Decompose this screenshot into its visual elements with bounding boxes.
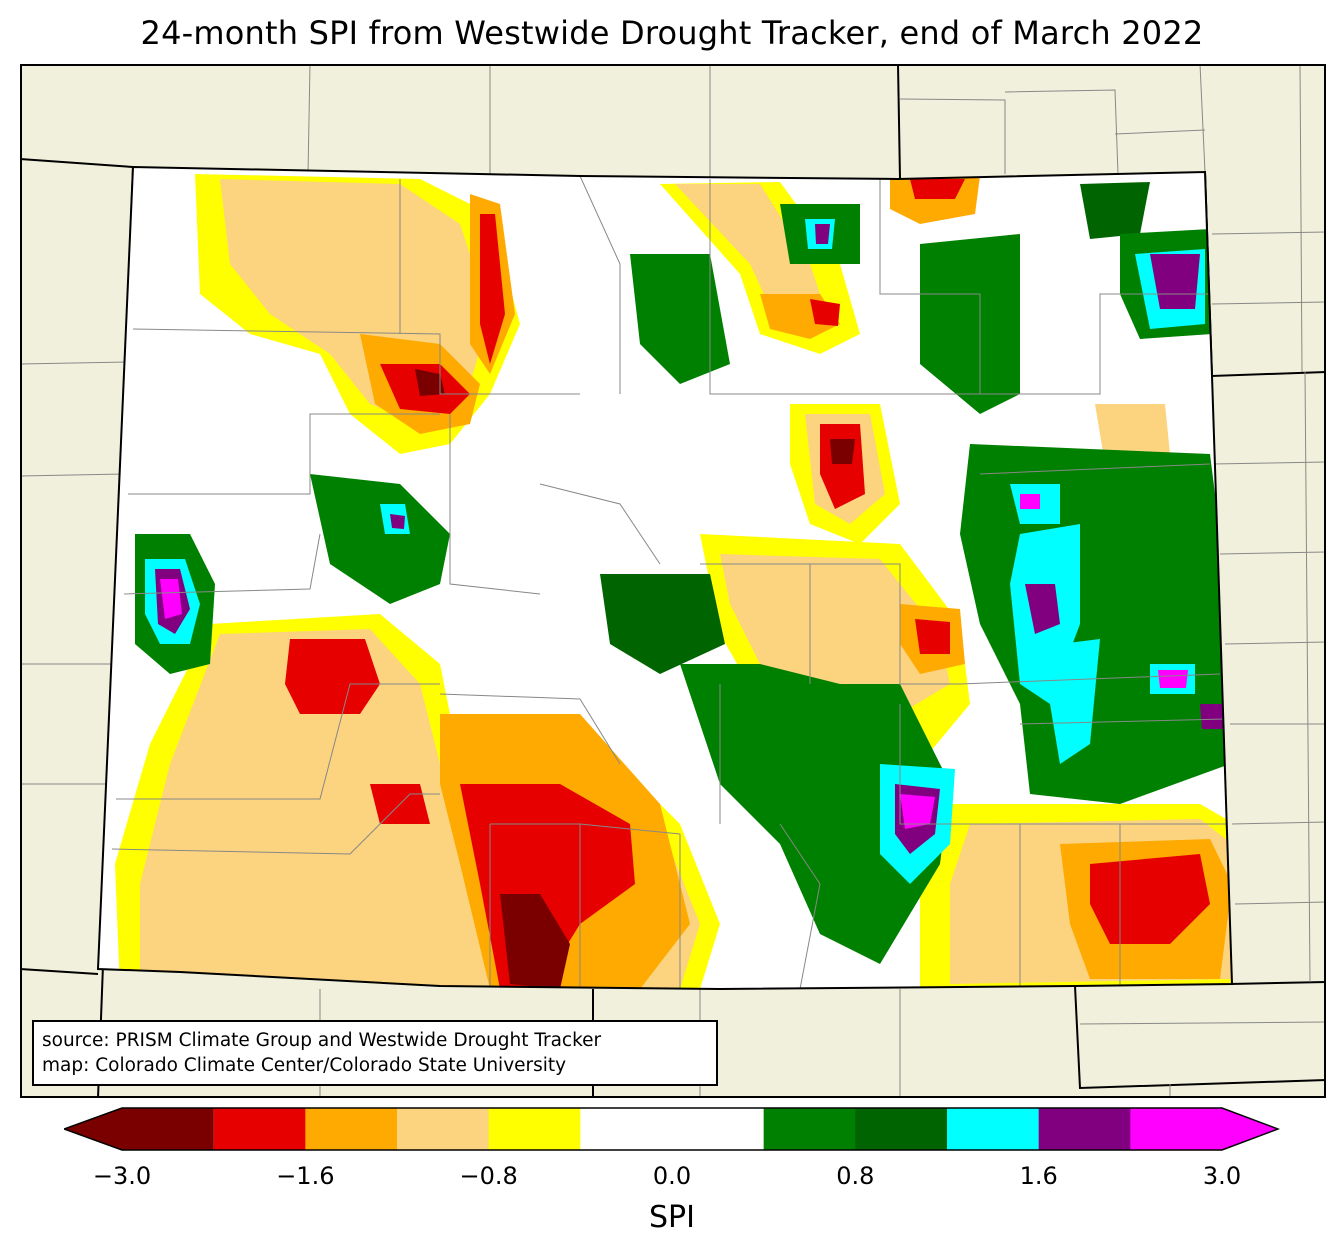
colorbar-bin — [213, 1108, 306, 1150]
colorado-county-lines — [111, 175, 1230, 989]
colorbar-bin — [64, 1108, 214, 1150]
colorbar-tick-label: −0.8 — [459, 1162, 518, 1190]
colorbar-tick-label: −3.0 — [92, 1162, 152, 1190]
colorbar-bin — [855, 1108, 948, 1150]
colorbar-bins — [64, 1108, 1278, 1150]
spi-wet-areas — [135, 182, 1232, 964]
colorbar-outline — [64, 1107, 1280, 1151]
colorado-spi-map — [20, 64, 1326, 1098]
colorbar-bin — [1130, 1108, 1278, 1150]
colorbar-bin — [305, 1108, 398, 1150]
colorbar-bin — [397, 1108, 490, 1150]
source-line: source: PRISM Climate Group and Westwide… — [42, 1030, 602, 1051]
colorbar-tick-label: 0.0 — [652, 1162, 692, 1190]
colorbar-bin — [947, 1108, 1040, 1150]
colorbar-tick-label: 0.8 — [836, 1162, 875, 1190]
colorbar-bin — [1038, 1108, 1131, 1150]
map-border — [20, 64, 1326, 1098]
spi-dry-areas — [115, 174, 1232, 989]
colorbar-bin — [580, 1108, 673, 1150]
colorbar-tick-label: 1.6 — [1019, 1162, 1058, 1190]
colorbar-tick-label: −1.6 — [276, 1162, 335, 1190]
colorbar-bin — [488, 1108, 581, 1150]
colorado-state — [96, 165, 1234, 991]
map-title: 24-month SPI from Westwide Drought Track… — [140, 14, 1204, 52]
source-attribution: source: PRISM Climate Group and Westwide… — [32, 1020, 718, 1086]
map-credit-line: map: Colorado Climate Center/Colorado St… — [42, 1055, 567, 1076]
colorbar-bin — [763, 1108, 856, 1150]
colorbar-label: SPI — [649, 1200, 695, 1235]
colorbar-bin — [672, 1108, 765, 1150]
spi-colorbar — [64, 1107, 1280, 1151]
colorbar-tick-label: 3.0 — [1202, 1162, 1242, 1190]
